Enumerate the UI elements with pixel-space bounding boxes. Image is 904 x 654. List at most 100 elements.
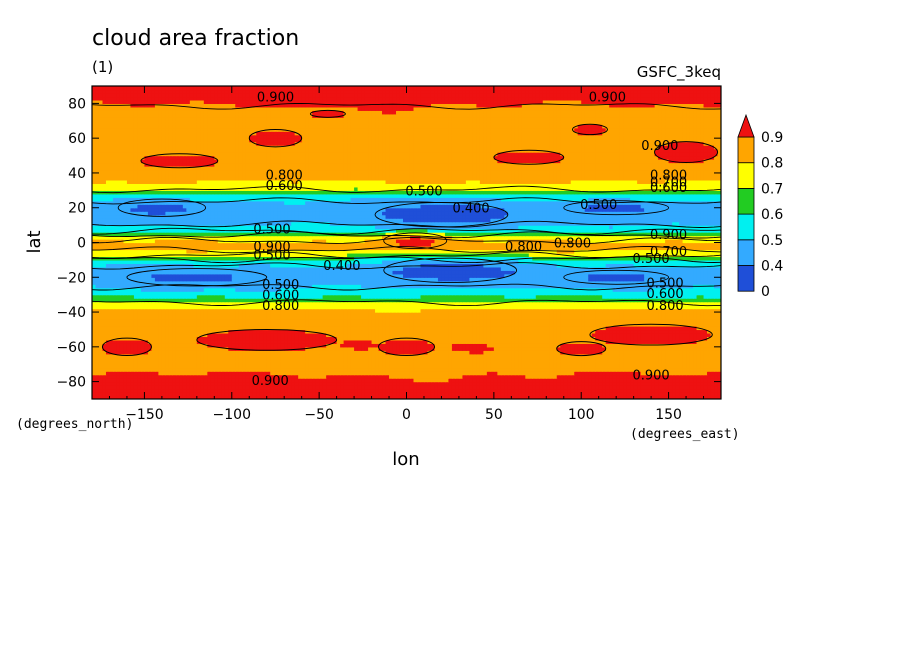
field-cell <box>486 378 491 383</box>
field-cell <box>570 346 575 351</box>
field-cell <box>189 305 194 310</box>
field-cell <box>98 315 104 320</box>
field-cell <box>151 353 156 358</box>
field-cell <box>280 301 285 306</box>
field-cell <box>196 364 201 369</box>
field-cell <box>689 336 694 341</box>
field-cell <box>584 305 589 310</box>
field-cell <box>479 371 484 376</box>
field-cell <box>102 346 107 351</box>
field-cell <box>231 305 236 310</box>
field-cell <box>238 332 243 337</box>
field-cell <box>591 329 596 334</box>
field-cell <box>396 350 401 355</box>
field-cell <box>196 357 201 362</box>
field-cell <box>507 371 512 376</box>
field-cell <box>437 350 443 355</box>
field-cell <box>382 315 387 320</box>
field-cell <box>140 395 146 399</box>
field-cell <box>193 392 198 397</box>
field-cell <box>570 388 575 393</box>
field-cell <box>444 360 450 365</box>
field-cell <box>298 308 303 313</box>
field-cell <box>123 319 128 324</box>
field-cell <box>329 315 334 320</box>
field-cell <box>147 329 152 334</box>
field-cell <box>151 325 156 331</box>
field-cell <box>476 339 481 344</box>
field-cell <box>490 319 495 324</box>
field-cell <box>451 319 457 324</box>
field-cell <box>357 305 362 310</box>
field-cell <box>609 319 614 324</box>
field-cell <box>539 301 544 306</box>
field-cell <box>196 308 201 313</box>
field-cell <box>119 371 125 376</box>
field-cell <box>347 388 352 393</box>
field-cell <box>92 325 97 331</box>
field-cell <box>203 312 208 317</box>
field-cell <box>375 343 380 348</box>
field-cell <box>707 305 712 310</box>
field-cell <box>231 343 236 348</box>
field-cell <box>291 374 296 379</box>
field-cell <box>504 374 509 379</box>
field-cell <box>116 378 121 383</box>
field-cell <box>479 364 484 369</box>
field-cell <box>403 395 408 399</box>
field-cell <box>437 392 443 397</box>
field-cell <box>147 350 152 355</box>
field-cell <box>266 308 271 313</box>
field-cell <box>437 336 443 341</box>
field-cell <box>416 360 422 365</box>
field-cell <box>500 305 505 310</box>
field-cell <box>497 312 502 317</box>
field-cell <box>539 336 544 341</box>
field-cell <box>329 343 334 348</box>
field-cell <box>210 319 215 324</box>
field-cell <box>693 325 698 331</box>
field-cell <box>675 367 680 372</box>
field-cell <box>375 319 380 324</box>
field-cell <box>441 301 446 306</box>
field-cell <box>588 350 593 355</box>
field-cell <box>399 371 404 376</box>
field-cell <box>500 308 505 313</box>
field-cell <box>133 378 139 383</box>
field-cell <box>689 392 694 397</box>
field-cell <box>119 350 125 355</box>
field-cell <box>98 301 104 306</box>
field-cell <box>430 353 436 358</box>
field-cell <box>409 357 415 362</box>
field-cell <box>378 371 383 376</box>
field-cell <box>287 322 292 327</box>
field-cell <box>493 350 498 355</box>
field-cell <box>679 339 684 344</box>
field-cell <box>224 343 229 348</box>
field-cell <box>326 305 331 310</box>
field-cell <box>175 312 180 317</box>
field-cell <box>455 325 460 331</box>
field-cell <box>689 378 694 383</box>
field-cell <box>130 378 135 383</box>
field-cell <box>465 385 470 390</box>
field-cell <box>637 395 642 399</box>
field-cell <box>518 315 523 320</box>
field-cell <box>238 374 243 379</box>
field-cell <box>137 301 142 306</box>
field-cell <box>423 395 429 399</box>
field-cell <box>427 343 432 348</box>
field-cell <box>347 301 352 306</box>
field-cell <box>333 315 338 320</box>
field-cell <box>196 385 201 390</box>
field-cell <box>389 312 394 317</box>
field-cell <box>686 332 691 337</box>
field-cell <box>151 336 156 341</box>
field-cell <box>217 332 222 337</box>
field-cell <box>714 305 719 310</box>
field-cell <box>228 374 233 379</box>
field-cell <box>619 308 624 313</box>
field-cell <box>399 308 404 313</box>
field-cell <box>357 325 362 331</box>
field-cell <box>256 381 261 386</box>
